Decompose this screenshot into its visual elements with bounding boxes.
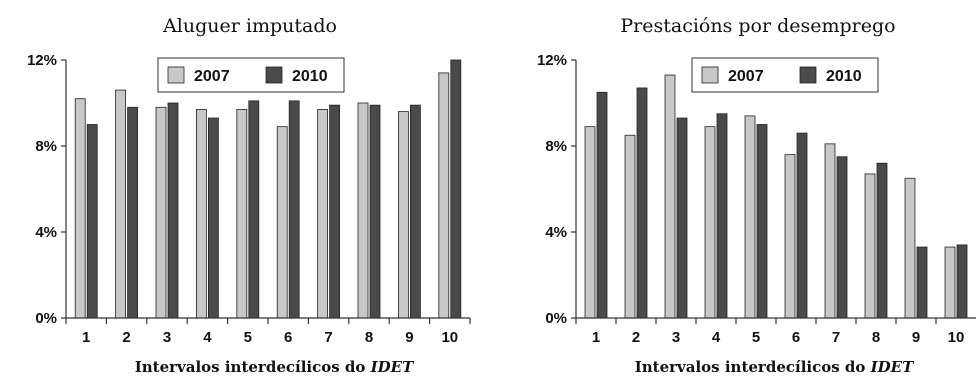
- bar-2010-3: [676, 117, 688, 319]
- bar-2007-5: [744, 115, 756, 319]
- x-axis-label-text: Intervalos interdecílicos do: [635, 358, 871, 376]
- bar-2007-4: [704, 126, 716, 319]
- chart-panel-1: Aluguer imputado 0% 4% 8% 12% 1 2 3 4 5 6 7 8 9 10 Inte…: [27, 15, 471, 376]
- bar-2010-9: [409, 104, 421, 319]
- x-tick-label: 10: [441, 329, 458, 346]
- chart-panel-2: Prestacións por desemprego 0% 4% 8% 12% 1 2 3 4 5…: [537, 15, 976, 376]
- bar-2010-7: [836, 156, 848, 319]
- x-tick-label: 2: [632, 329, 640, 346]
- legend-swatch-2010: [265, 66, 283, 84]
- bar-2007-10: [944, 246, 956, 319]
- y-tick-label: 0%: [35, 310, 57, 327]
- bar-2007-7: [824, 143, 836, 319]
- legend-label-2007: 2007: [728, 68, 764, 85]
- bar-2010-9: [916, 246, 928, 319]
- x-tick-label: 5: [752, 329, 760, 346]
- y-tick-label: 12%: [27, 52, 57, 69]
- y-tick-label: 12%: [537, 52, 567, 69]
- x-tick-label: 4: [203, 329, 212, 346]
- x-tick-label: 4: [712, 329, 721, 346]
- x-tick-label: 9: [912, 329, 920, 346]
- bar-2007-10: [438, 72, 450, 319]
- bar-2007-6: [276, 126, 288, 319]
- chart-title: Prestacións por desemprego: [620, 15, 895, 37]
- y-tick-label: 0%: [545, 310, 567, 327]
- bar-2007-9: [397, 111, 409, 319]
- bar-2010-10: [450, 59, 462, 319]
- x-tick-label: 8: [365, 329, 373, 346]
- legend-box: [691, 57, 879, 93]
- bar-2010-7: [329, 104, 341, 319]
- bar-2007-6: [784, 154, 796, 319]
- bar-2007-2: [624, 134, 636, 319]
- bar-2010-1: [596, 91, 608, 319]
- x-tick-label: 5: [244, 329, 252, 346]
- x-axis-label: Intervalos interdecílicos do IDET: [135, 358, 415, 376]
- bar-2010-8: [876, 162, 888, 319]
- bar-2007-4: [195, 109, 207, 319]
- y-tick-label: 4%: [35, 224, 57, 241]
- x-tick-label: 6: [284, 329, 292, 346]
- bar-2010-4: [716, 113, 728, 319]
- bar-2010-4: [207, 117, 219, 319]
- legend-label-2007: 2007: [194, 68, 230, 85]
- bar-2007-1: [584, 126, 596, 319]
- legend-label-2010: 2010: [826, 68, 862, 85]
- x-tick-label: 7: [832, 329, 840, 346]
- legend-box: [157, 57, 345, 93]
- y-tick-label: 8%: [545, 138, 567, 155]
- x-tick-label: 3: [163, 329, 171, 346]
- bar-2010-5: [756, 124, 768, 319]
- bar-2010-2: [636, 87, 648, 319]
- bar-2010-10: [956, 244, 968, 319]
- bar-2007-8: [864, 173, 876, 319]
- bar-2010-6: [796, 132, 808, 319]
- bar-2010-3: [167, 102, 179, 319]
- x-tick-label: 3: [672, 329, 680, 346]
- bar-2007-9: [904, 177, 916, 319]
- legend-swatch-2007: [167, 66, 185, 84]
- legend-swatch-2007: [701, 66, 719, 84]
- chart-title: Aluguer imputado: [162, 15, 337, 37]
- bar-2007-3: [664, 74, 676, 319]
- y-tick-label: 4%: [545, 224, 567, 241]
- x-tick-label: 2: [122, 329, 130, 346]
- bar-2010-2: [127, 106, 138, 319]
- bar-2007-2: [115, 89, 126, 319]
- x-axis-label-text: Intervalos interdecílicos do: [135, 358, 371, 376]
- x-tick-label: 1: [592, 329, 600, 346]
- bar-2010-6: [288, 100, 300, 319]
- bar-2007-1: [74, 98, 86, 319]
- bar-2007-7: [317, 109, 329, 319]
- bar-2010-5: [248, 100, 260, 319]
- legend-swatch-2010: [799, 66, 817, 84]
- x-axis-label-emph: IDET: [870, 358, 915, 376]
- bar-2010-8: [369, 104, 381, 319]
- x-tick-label: 6: [792, 329, 800, 346]
- x-tick-label: 10: [948, 329, 965, 346]
- bar-2007-8: [357, 102, 369, 319]
- x-tick-label: 9: [405, 329, 413, 346]
- x-axis-label: Intervalos interdecílicos do IDET: [635, 358, 915, 376]
- x-axis-label-emph: IDET: [370, 358, 415, 376]
- bar-2007-5: [236, 109, 248, 319]
- y-tick-label: 8%: [35, 138, 57, 155]
- bar-2010-1: [86, 124, 98, 319]
- x-tick-label: 1: [82, 329, 90, 346]
- bar-2007-3: [155, 106, 167, 319]
- legend-label-2010: 2010: [292, 68, 328, 85]
- x-tick-label: 8: [872, 329, 880, 346]
- x-tick-label: 7: [324, 329, 332, 346]
